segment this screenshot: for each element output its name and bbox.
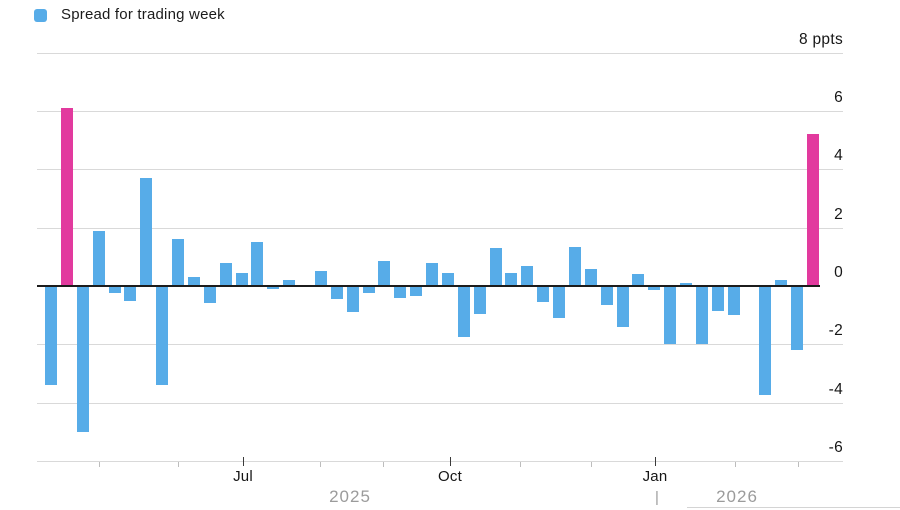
bar [236,273,248,286]
year-label-2026: 2026 [716,487,758,506]
bar [363,286,375,293]
bar [617,286,629,327]
ytick-label-8: 8 ppts [798,31,843,48]
xtick-minor [383,462,384,467]
bar [347,286,359,312]
bar [109,286,121,293]
bar-highlighted [807,134,819,286]
xtick-minor [320,462,321,467]
xtick-minor [798,462,799,467]
bar [553,286,565,318]
gridline-y-2 [37,228,843,229]
xtick-minor [520,462,521,467]
bar [315,271,327,286]
bar [712,286,724,311]
xtick-major [243,457,244,466]
bar [490,248,502,286]
gridline-y-4 [37,169,843,170]
xtick-label-Jan: Jan [642,468,668,485]
bar [775,280,787,286]
bar [474,286,486,314]
bar [521,266,533,286]
bar [267,286,279,289]
bar [569,247,581,286]
bar [172,239,184,286]
xtick-major [450,457,451,466]
bar [188,277,200,286]
footer-rule [687,507,900,508]
legend-label: Spread for trading week [61,6,225,23]
bar [537,286,549,302]
bar [220,263,232,286]
bar [378,261,390,286]
xtick-minor [178,462,179,467]
bar [124,286,136,301]
bar [93,231,105,286]
bar [204,286,216,303]
legend-swatch [34,9,47,22]
bar [251,242,263,286]
bar [680,283,692,286]
bar [648,286,660,290]
bar [77,286,89,432]
ytick-label--6: -6 [828,439,843,456]
bar [791,286,803,350]
bar [140,178,152,286]
bar [394,286,406,298]
bar [585,269,597,286]
bar [632,274,644,286]
year-divider: | [655,489,659,506]
xtick-minor [99,462,100,467]
xtick-minor [735,462,736,467]
bar [442,273,454,286]
zero-baseline [37,285,820,287]
bar [283,280,295,286]
ytick-label--4: -4 [828,381,843,398]
ytick-label-2: 2 [834,206,843,223]
bar [759,286,771,395]
bar-highlighted [61,108,73,286]
bar [696,286,708,344]
gridline-y-6 [37,111,843,112]
bar [410,286,422,296]
gridline-y--2 [37,344,843,345]
ytick-label--2: -2 [828,322,843,339]
bar [156,286,168,385]
gridline-y--6 [37,461,843,462]
bar [664,286,676,344]
bar [505,273,517,286]
gridline-y--4 [37,403,843,404]
bar [601,286,613,305]
bar [45,286,57,385]
bar [331,286,343,299]
xtick-label-Oct: Oct [438,468,462,485]
bar [728,286,740,315]
year-label-2025: 2025 [329,487,371,506]
ytick-label-4: 4 [834,147,843,164]
xtick-major [655,457,656,466]
bar [458,286,470,337]
chart-legend: Spread for trading week [34,6,225,23]
bar [426,263,438,286]
xtick-label-Jul: Jul [233,468,253,485]
ytick-label-0: 0 [834,264,843,281]
ytick-label-6: 6 [834,89,843,106]
gridline-y-8 [37,53,843,54]
xtick-minor [591,462,592,467]
